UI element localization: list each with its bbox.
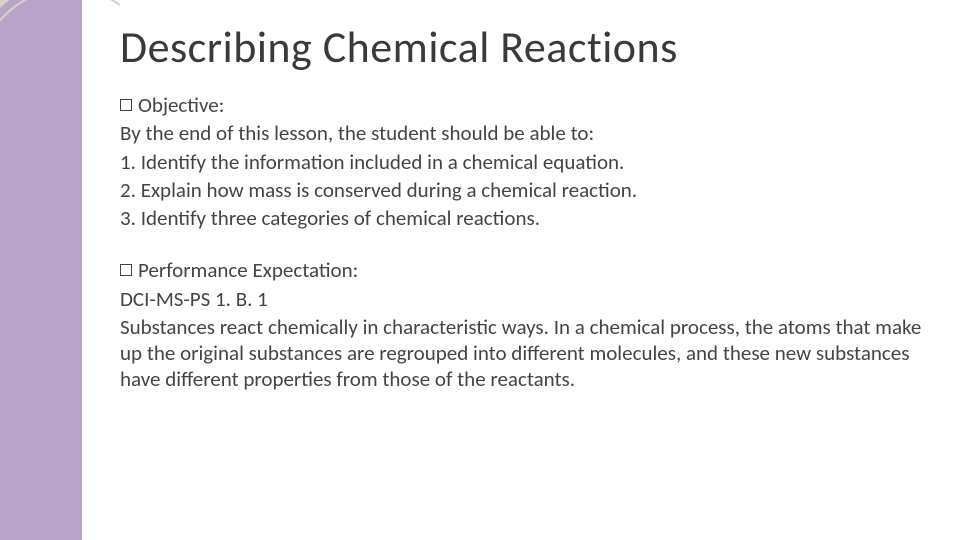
objective-line-4: 3. Identify three categories of chemical… bbox=[120, 205, 930, 231]
section-performance: Performance Expectation: DCI-MS-PS 1. B.… bbox=[120, 257, 930, 392]
performance-heading-line: Performance Expectation: bbox=[120, 257, 930, 283]
slide-title: Describing Chemical Reactions bbox=[120, 20, 930, 74]
performance-line-1: DCI-MS-PS 1. B. 1 bbox=[120, 286, 930, 312]
objective-line-2: 1. Identify the information included in … bbox=[120, 149, 930, 175]
checkbox-icon bbox=[120, 264, 132, 276]
sidebar-accent bbox=[0, 0, 82, 540]
performance-line-2: Substances react chemically in character… bbox=[120, 314, 930, 393]
checkbox-icon bbox=[120, 99, 132, 111]
performance-heading: Performance Expectation: bbox=[138, 257, 358, 283]
objective-line-3: 2. Explain how mass is conserved during … bbox=[120, 177, 930, 203]
objective-heading: Objective: bbox=[138, 92, 224, 118]
objective-line-1: By the end of this lesson, the student s… bbox=[120, 120, 930, 146]
section-objective: Objective: By the end of this lesson, th… bbox=[120, 92, 930, 231]
objective-heading-line: Objective: bbox=[120, 92, 930, 118]
content-area: Describing Chemical Reactions Objective:… bbox=[120, 20, 930, 419]
